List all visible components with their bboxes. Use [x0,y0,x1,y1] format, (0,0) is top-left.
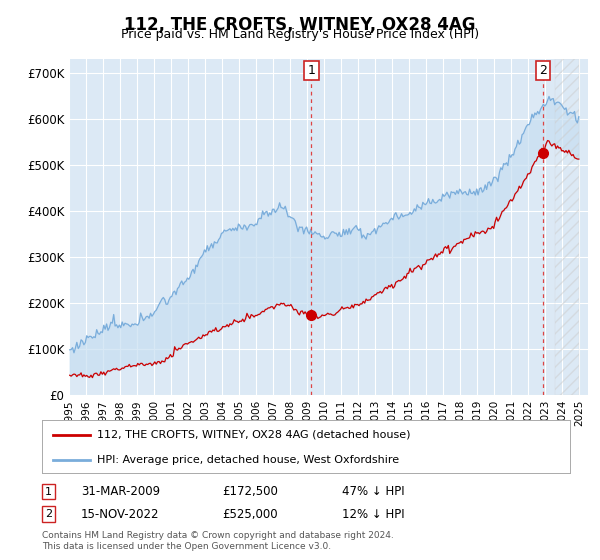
Text: £525,000: £525,000 [222,507,278,521]
Text: Price paid vs. HM Land Registry's House Price Index (HPI): Price paid vs. HM Land Registry's House … [121,28,479,41]
Text: 112, THE CROFTS, WITNEY, OX28 4AG: 112, THE CROFTS, WITNEY, OX28 4AG [124,16,476,34]
Text: This data is licensed under the Open Government Licence v3.0.: This data is licensed under the Open Gov… [42,542,331,551]
Text: 2: 2 [539,64,547,77]
Text: Contains HM Land Registry data © Crown copyright and database right 2024.: Contains HM Land Registry data © Crown c… [42,531,394,540]
Text: 12% ↓ HPI: 12% ↓ HPI [342,507,404,521]
Text: 1: 1 [308,64,316,77]
Text: 15-NOV-2022: 15-NOV-2022 [81,507,160,521]
Text: 112, THE CROFTS, WITNEY, OX28 4AG (detached house): 112, THE CROFTS, WITNEY, OX28 4AG (detac… [97,430,411,440]
Text: 31-MAR-2009: 31-MAR-2009 [81,485,160,498]
Text: 1: 1 [45,487,52,497]
Text: £172,500: £172,500 [222,485,278,498]
Text: 2: 2 [45,509,52,519]
Text: 47% ↓ HPI: 47% ↓ HPI [342,485,404,498]
Text: HPI: Average price, detached house, West Oxfordshire: HPI: Average price, detached house, West… [97,455,400,465]
